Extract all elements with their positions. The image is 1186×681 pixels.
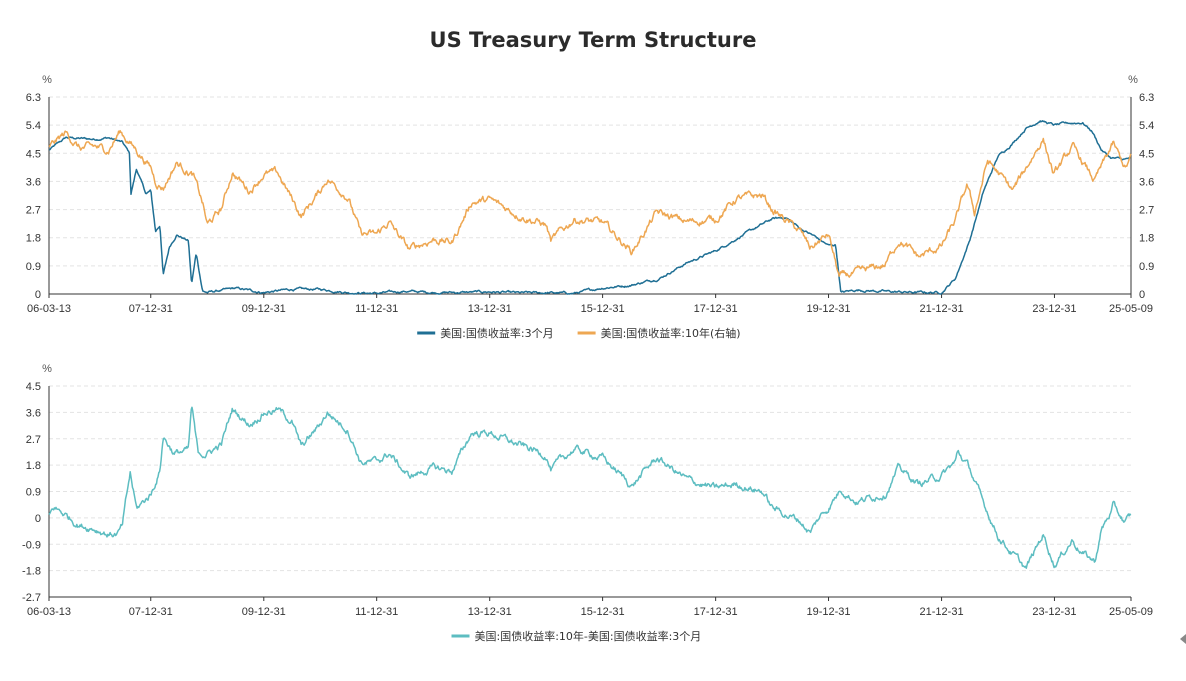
bottom-x-tick-label: 15-12-31: [581, 606, 625, 618]
top-y-tick-right: 1.8: [1139, 233, 1154, 245]
top-x-tick-label: 06-03-13: [27, 303, 71, 315]
top-x-tick-label: 17-12-31: [694, 303, 738, 315]
top-y-tick-left: 0.9: [26, 261, 41, 273]
bottom-x-tick-label: 07-12-31: [129, 606, 173, 618]
top-x-tick-label: 19-12-31: [807, 303, 851, 315]
top-y-tick-right: 0.9: [1139, 261, 1154, 273]
top-x-tick-label: 07-12-31: [129, 303, 173, 315]
top-unit-right: %: [1128, 74, 1138, 86]
bottom-y-tick-left: 4.5: [26, 381, 41, 393]
bottom-chart: 4.5 3.6 2.7 1.8 0.9 0 -0.9 -1.8 -2.7 06-03-13 07-1…: [22, 363, 1153, 643]
top-legend-item-0[interactable]: 美国:国债收益率:3个月: [417, 326, 554, 340]
top-chart: 6.3 6.3 5.4 5.4 4.5 4.5 3.6 3.6 2.7 2.7 1.8 1.8 0.9 0…: [26, 74, 1155, 340]
bottom-y-tick-left: 0: [35, 513, 41, 525]
top-y-tick-left: 6.3: [26, 92, 41, 104]
bottom-legend-label: 美国:国债收益率:10年-美国:国债收益率:3个月: [475, 629, 702, 643]
bottom-x-tick-label: 21-12-31: [920, 606, 964, 618]
bottom-y-tick-left: -1.8: [22, 566, 41, 578]
top-y-tick-right: 2.7: [1139, 205, 1154, 217]
top-legend-label: 美国:国债收益率:3个月: [440, 326, 553, 340]
bottom-x-tick-label: 11-12-31: [355, 606, 398, 618]
top-series-line-0: [48, 120, 1132, 295]
bottom-y-tick-left: -0.9: [22, 539, 41, 551]
top-y-tick-left: 3.6: [26, 176, 41, 188]
bottom-x-tick-label: 09-12-31: [242, 606, 286, 618]
bottom-x-tick-label: 13-12-31: [468, 606, 512, 618]
top-y-tick-left: 0: [35, 289, 41, 301]
bottom-x-tick-label: 25-05-09: [1109, 606, 1153, 618]
top-legend-label: 美国:国债收益率:10年(右轴): [601, 326, 741, 340]
bottom-x-tick-label: 19-12-31: [807, 606, 851, 618]
top-y-tick-right: 4.5: [1139, 148, 1154, 160]
top-y-tick-left: 5.4: [26, 120, 41, 132]
bottom-y-tick-left: -2.7: [22, 592, 41, 604]
top-y-tick-right: 0: [1139, 289, 1145, 301]
top-y-tick-left: 4.5: [26, 148, 41, 160]
bottom-y-tick-left: 1.8: [26, 460, 41, 472]
chart-title: US Treasury Term Structure: [429, 28, 757, 52]
top-x-tick-label: 09-12-31: [242, 303, 286, 315]
top-y-tick-right: 6.3: [1139, 92, 1154, 104]
scroll-arrow-icon[interactable]: [1180, 634, 1186, 644]
top-unit-left: %: [42, 74, 52, 86]
bottom-series-line-0: [48, 406, 1132, 569]
top-y-tick-left: 1.8: [26, 233, 41, 245]
top-x-tick-label: 23-12-31: [1032, 303, 1076, 315]
bottom-x-tick-label: 06-03-13: [27, 606, 71, 618]
top-legend-item-1[interactable]: 美国:国债收益率:10年(右轴): [577, 326, 741, 340]
top-y-tick-right: 3.6: [1139, 176, 1154, 188]
bottom-x-tick-label: 23-12-31: [1032, 606, 1076, 618]
bottom-legend-item-0[interactable]: 美国:国债收益率:10年-美国:国债收益率:3个月: [451, 629, 702, 643]
bottom-x-tick-label: 17-12-31: [694, 606, 738, 618]
top-y-tick-right: 5.4: [1139, 120, 1154, 132]
bottom-y-tick-left: 0.9: [26, 487, 41, 499]
top-x-tick-label: 13-12-31: [468, 303, 512, 315]
top-x-tick-label: 25-05-09: [1109, 303, 1153, 315]
top-x-tick-label: 21-12-31: [920, 303, 964, 315]
bottom-y-tick-left: 2.7: [26, 434, 41, 446]
top-y-tick-left: 2.7: [26, 205, 41, 217]
top-x-tick-label: 11-12-31: [355, 303, 398, 315]
top-series-line-1: [48, 129, 1132, 278]
bottom-unit-left: %: [42, 363, 52, 375]
top-x-tick-label: 15-12-31: [581, 303, 625, 315]
bottom-y-tick-left: 3.6: [26, 407, 41, 419]
